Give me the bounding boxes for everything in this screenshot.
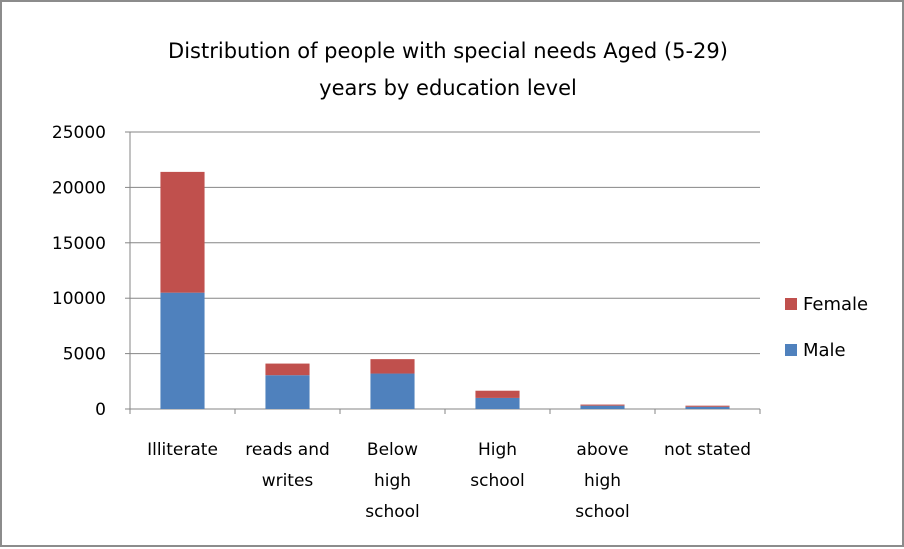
x-tick-label: not stated bbox=[664, 440, 751, 460]
legend: Female Male bbox=[785, 294, 868, 361]
x-tick-label: above bbox=[576, 440, 628, 460]
bar-female bbox=[580, 404, 625, 406]
y-tick-label: 25000 bbox=[52, 123, 106, 143]
x-tick-label: high bbox=[584, 471, 621, 491]
x-tick-label: school bbox=[365, 502, 420, 522]
bars bbox=[160, 171, 730, 409]
x-tick-label: writes bbox=[262, 471, 314, 491]
y-tick-label: 0 bbox=[95, 400, 106, 420]
x-tick-label: reads and bbox=[245, 440, 330, 460]
legend-swatch-female bbox=[785, 298, 797, 310]
y-tick-label: 15000 bbox=[52, 234, 106, 254]
x-tick-label: Below bbox=[367, 440, 418, 460]
bar-male bbox=[580, 405, 625, 409]
x-tick-label: High bbox=[478, 440, 517, 460]
x-tick-label: high bbox=[374, 471, 411, 491]
y-tick-labels: 0 5000 10000 15000 20000 25000 bbox=[52, 123, 106, 420]
legend-label-female: Female bbox=[803, 294, 868, 315]
x-tick-label: Illiterate bbox=[147, 440, 218, 460]
y-tick-label: 10000 bbox=[52, 289, 106, 309]
bar-male bbox=[475, 397, 520, 409]
bar-female bbox=[160, 171, 205, 293]
x-tick-labels: Illiterate reads and writes Below high school… bbox=[147, 440, 751, 522]
legend-swatch-male bbox=[785, 344, 797, 356]
x-tick-label: school bbox=[470, 471, 525, 491]
y-tick-label: 5000 bbox=[63, 345, 106, 365]
chart-title-line-1: Distribution of people with special need… bbox=[168, 39, 728, 63]
bar-male bbox=[265, 375, 310, 409]
bar-female bbox=[685, 405, 730, 407]
chart-title-line-2: years by education level bbox=[319, 76, 577, 100]
bar-male bbox=[370, 373, 415, 409]
bar-female bbox=[370, 359, 415, 374]
x-tick-label: school bbox=[575, 502, 630, 522]
axes bbox=[125, 131, 761, 414]
bar-male bbox=[160, 292, 205, 409]
gridlines bbox=[130, 131, 760, 355]
chart-title: Distribution of people with special need… bbox=[168, 39, 728, 100]
bar-female bbox=[475, 390, 520, 398]
bar-male bbox=[685, 406, 730, 409]
y-tick-label: 20000 bbox=[52, 178, 106, 198]
legend-label-male: Male bbox=[803, 340, 846, 361]
bar-female bbox=[265, 363, 310, 376]
